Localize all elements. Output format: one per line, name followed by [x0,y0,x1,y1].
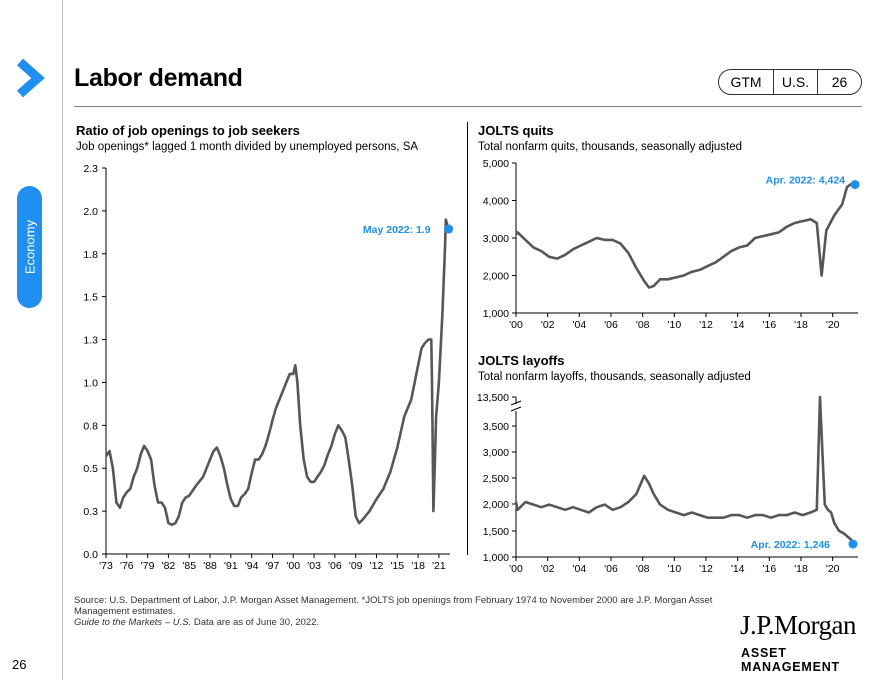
chart1-y-tick-label: 2.3 [83,163,98,175]
chart3-y-tick-label: 3,500 [483,421,509,433]
chart2-series-line [515,183,855,289]
chart3-y-tick-label: 2,500 [483,473,509,485]
chart2-subtitle: Total nonfarm quits, thousands, seasonal… [478,141,743,153]
tag-gtm: GTM [730,74,762,90]
chart2-y-tick-label: 2,000 [483,271,509,283]
chart1-x-tick-label: '97 [266,560,280,572]
chart3-x-tick-label: '12 [699,563,713,575]
chart1-x-tick-label: '00 [286,560,300,572]
chevron-right-icon [17,58,45,98]
chart1-x-tick-label: '85 [182,560,196,572]
title-divider [74,106,862,107]
chart3-subtitle: Total nonfarm layoffs, thousands, season… [478,371,751,383]
chart3-y-tick-label: 3,000 [483,447,509,459]
chart3-y-tick-label: 1,500 [483,526,509,538]
chart1-y-tick-label: 1.0 [83,377,98,389]
chart1-x-tick-label: '82 [162,560,176,572]
footnote-source: Source: U.S. Department of Labor, J.P. M… [74,595,713,617]
chart1-y-tick-label: 1.3 [83,335,98,347]
chart1-x-tick-label: '88 [203,560,217,572]
chart3-y-tick-label: 2,000 [483,499,509,511]
chart3-annotation: Apr. 2022: 1,246 [751,539,831,551]
chart2-x-tick-label: '20 [826,319,840,331]
chart3-x-tick-label: '18 [794,563,808,575]
chart2-y-tick-label: 3,000 [483,233,509,245]
chart3-y-tick-label: 13,500 [477,392,509,404]
chart1-x-tick-label: '12 [370,560,384,572]
chart3-axis-break-gap [511,404,521,411]
chart1-y-tick-label: 1.5 [83,292,98,304]
left-divider [62,0,63,680]
chart1-x-tick-label: '91 [224,560,238,572]
chart2-x-tick-label: '18 [794,319,808,331]
chart2-x-tick-label: '00 [509,319,523,331]
chart1-x-tick-label: '06 [328,560,342,572]
chart1-x-tick-label: '18 [411,560,425,572]
chart1-y-tick-label: 2.0 [83,206,98,218]
chart3-x-tick-label: '04 [572,563,586,575]
chart1-x-tick-label: '79 [141,560,155,572]
chart1-series-line [104,218,450,527]
chart3-x-tick-label: '08 [636,563,650,575]
chart3-axis-break-mark [510,406,522,412]
chart1-x-tick-label: '73 [99,560,113,572]
chart1-y-tick-label: 0.8 [83,420,98,432]
chart2-y-tick-label: 1,000 [483,308,509,320]
chart1-title: Ratio of job openings to job seekers [76,123,300,138]
chart1-x-tick-label: '94 [245,560,259,572]
chart3-axis-break-mark [510,400,522,406]
tag-pill: GTM U.S. 26 [718,69,862,95]
chart3-x-tick-label: '00 [509,563,523,575]
chart1-x-tick-label: '21 [432,560,446,572]
chart2-x-tick-label: '10 [667,319,681,331]
chart2-x-tick-label: '04 [572,319,586,331]
chart2-x-tick-label: '08 [636,319,650,331]
chart2-x-tick-label: '14 [731,319,745,331]
chart2-endpoint-marker [850,180,860,190]
chart1-x-tick-label: '09 [349,560,363,572]
jpmorgan-logo: J.P.Morgan [740,610,857,640]
logo-tagline: ASSET MANAGEMENT [741,646,840,674]
chart2-x-tick-label: '12 [699,319,713,331]
chart3-endpoint-marker [848,539,858,549]
chart3-x-tick-label: '14 [731,563,745,575]
chart1-subtitle: Job openings* lagged 1 month divided by … [76,141,419,153]
chart3-x-tick-label: '16 [762,563,776,575]
chart3-x-tick-label: '02 [541,563,555,575]
page-title: Labor demand [74,64,243,92]
chart1-annotation: May 2022: 1.9 [363,224,431,236]
chart2-x-tick-label: '02 [541,319,555,331]
chart3-x-tick-label: '20 [826,563,840,575]
chart2-y-tick-label: 4,000 [483,196,509,208]
chart2-annotation: Apr. 2022: 4,424 [766,175,846,187]
chart3-series-line [514,395,856,545]
page-number: 26 [12,657,27,672]
chart2-title: JOLTS quits [478,123,554,138]
chart-divider [467,122,468,555]
chart2-y-tick-label: 5,000 [483,158,509,170]
chart2-x-tick-label: '06 [604,319,618,331]
chart1-y-tick-label: 0.5 [83,463,98,475]
chart1-y-tick-label: 0.0 [83,549,98,561]
chart1-x-tick-label: '03 [307,560,321,572]
tag-page: 26 [817,70,861,94]
chart3-x-tick-label: '06 [604,563,618,575]
chart1-endpoint-marker [444,224,454,234]
footnote-date: Data are as of June 30, 2022. [191,617,320,628]
chart1-y-tick-label: 1.8 [83,249,98,261]
chart1-x-tick-label: '15 [390,560,404,572]
chart1-y-tick-label: 0.3 [83,506,98,518]
chart1-x-tick-label: '76 [120,560,134,572]
chart3-x-tick-label: '10 [667,563,681,575]
footnote-guide: Guide to the Markets – U.S. [74,617,192,628]
section-tab[interactable]: Economy [17,186,42,308]
tag-us: U.S. [773,70,817,94]
chart2-x-tick-label: '16 [762,319,776,331]
footnote: Source: U.S. Department of Labor, J.P. M… [74,595,734,628]
chart3-y-tick-label: 1,000 [483,552,509,564]
chart3-title: JOLTS layoffs [478,353,565,368]
